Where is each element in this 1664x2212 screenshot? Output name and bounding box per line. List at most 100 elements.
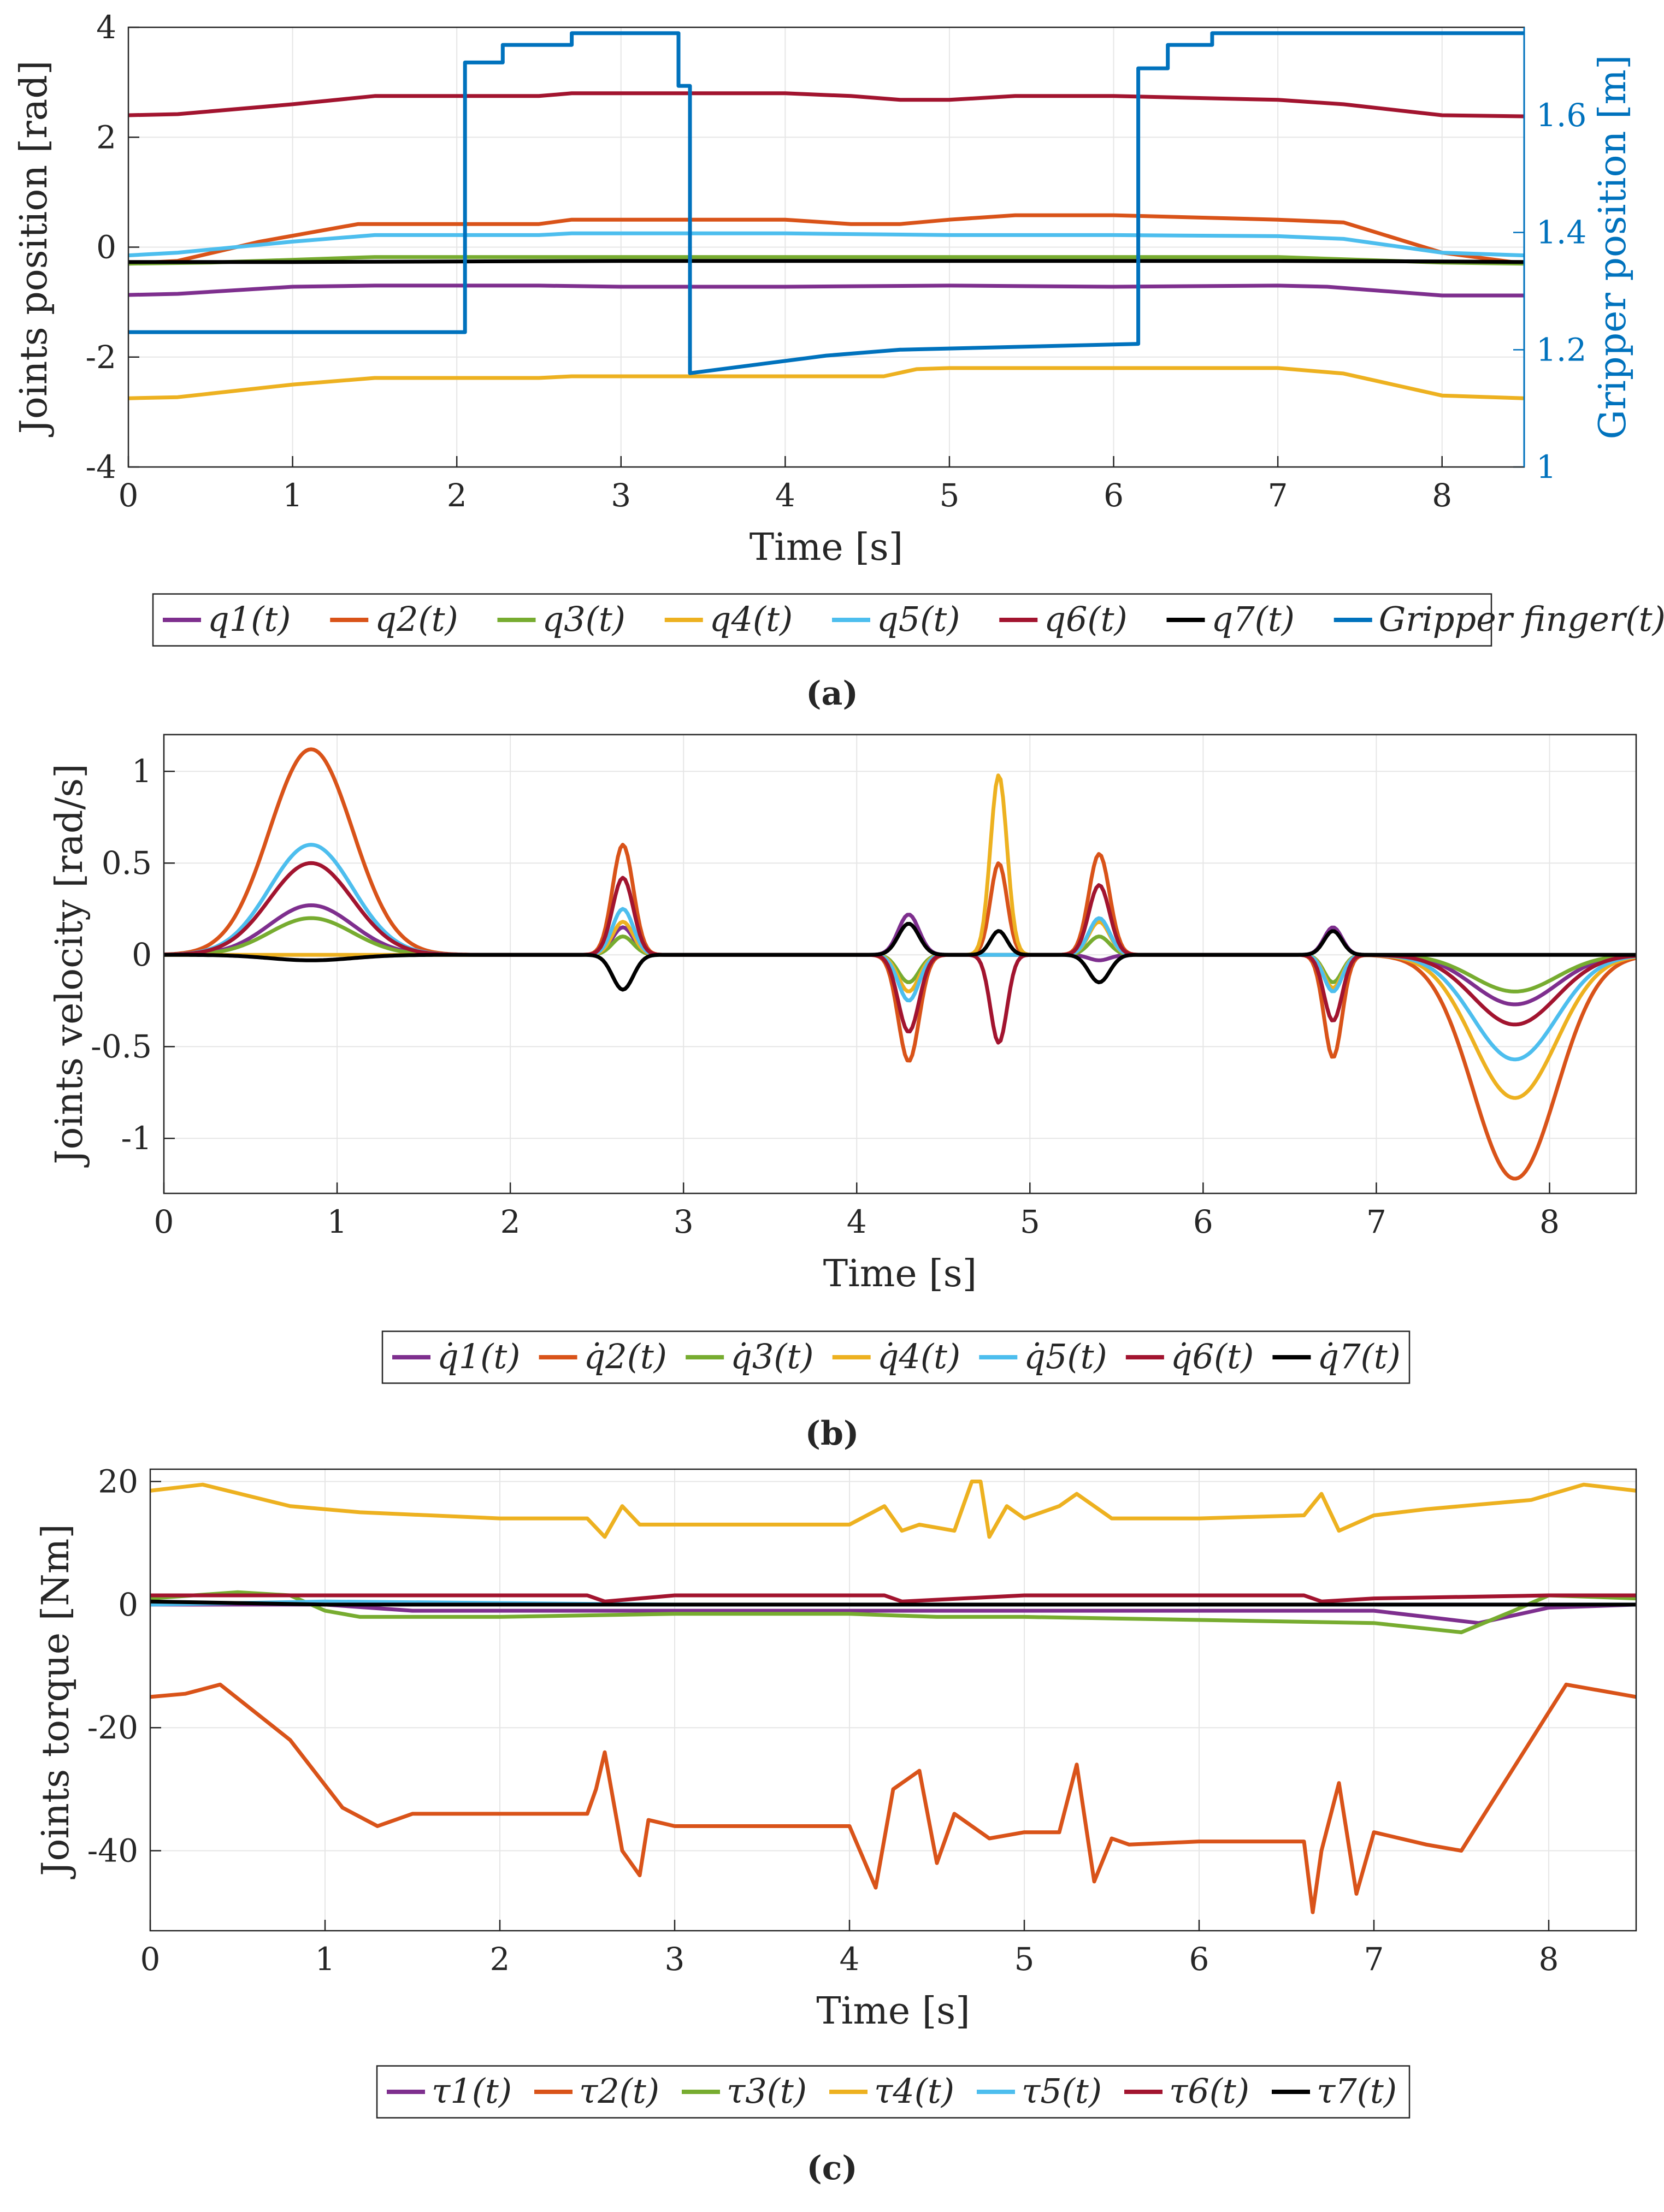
y-tick-label: -4 xyxy=(86,448,117,486)
x-tick-label: 6 xyxy=(1193,1203,1213,1240)
x-axis-label: Time [s] xyxy=(750,526,903,569)
legend-item-2: q2(t) xyxy=(375,599,458,639)
y-tick-label: 1 xyxy=(132,753,152,790)
panel-c: 0 1 2 3 4 5 6 7 8 20 0 -20 -40 Time [s] Joints torque … xyxy=(34,1463,1637,2187)
series-line-4 xyxy=(150,1480,1637,1539)
legend-item-3: q̇3(t) xyxy=(730,1336,813,1376)
panel-caption: (c) xyxy=(806,2149,857,2187)
y-axis-label: Joints velocity [rad/s] xyxy=(48,764,91,1168)
x-tick-label: 3 xyxy=(611,477,631,514)
x-tick-label: 7 xyxy=(1268,477,1288,514)
legend-item-7: q7(t) xyxy=(1212,599,1295,639)
series-line-7 xyxy=(150,1599,1636,1607)
legend: τ1(t) τ2(t) τ3(t) τ4(t) τ5(t) τ6(t) τ7(t) xyxy=(376,2065,1411,2119)
y-tick-label: -1 xyxy=(121,1120,152,1157)
x-tick-label: 5 xyxy=(1014,1941,1035,1978)
y-tick-label: -2 xyxy=(86,339,117,376)
legend: q̇1(t) q̇2(t) q̇3(t) q̇4(t) q̇5(t) q̇6(t) q̇7(… xyxy=(381,1330,1411,1384)
y-axis-label: Joints torque [Nm] xyxy=(34,1524,78,1879)
panel-caption: (b) xyxy=(805,1415,859,1453)
y-tick-label: 0 xyxy=(132,936,152,973)
series-line-4 xyxy=(128,366,1525,400)
plot-area xyxy=(164,735,1636,1193)
legend-item-8: Gripper finger(t) xyxy=(1379,599,1664,639)
x-tick-label: 4 xyxy=(775,477,795,514)
legend-item-6: τ6(t) xyxy=(1169,2071,1249,2111)
x-axis-label: Time [s] xyxy=(816,1990,970,2033)
x-tick-label: 4 xyxy=(840,1941,860,1978)
x-tick-label: 0 xyxy=(119,477,139,514)
x-tick-label: 4 xyxy=(847,1203,867,1240)
legend-item-6: q6(t) xyxy=(1044,599,1127,639)
y-tick-label: 0.5 xyxy=(102,844,152,882)
panel-caption: (a) xyxy=(806,675,858,713)
x-tick-label: 3 xyxy=(674,1203,694,1240)
plot-frame xyxy=(163,734,1637,1194)
series-line-7 xyxy=(128,259,1525,264)
legend-item-5: q5(t) xyxy=(877,599,960,639)
x-tick-label: 0 xyxy=(140,1941,161,1978)
x-tick-label: 1 xyxy=(282,477,303,514)
x-tick-label: 8 xyxy=(1539,1941,1559,1978)
legend: q1(t) q2(t) q3(t) q4(t) q5(t) q6(t) q7(t) Gripp… xyxy=(152,593,1664,647)
x-tick-label: 6 xyxy=(1104,477,1124,514)
x-axis-label: Time [s] xyxy=(823,1252,977,1296)
y-tick-label: -20 xyxy=(87,1709,138,1746)
y-tick-label: 2 xyxy=(96,119,116,156)
series-line-6 xyxy=(150,1593,1636,1604)
y-tick-label: 4 xyxy=(96,9,116,46)
right-tick-label: 1.4 xyxy=(1536,214,1586,251)
y-tick-label: 0 xyxy=(118,1586,138,1623)
panel-a: 0 1 2 3 4 5 6 7 8 4 2 0 -2 -4 1.6 1.4 1.2 1 Time [s] Joints… xyxy=(13,9,1664,713)
series-line-1 xyxy=(128,283,1524,298)
x-tick-label: 6 xyxy=(1189,1941,1209,1978)
series-line-8 xyxy=(128,31,1524,375)
x-tick-label: 7 xyxy=(1364,1941,1384,1978)
legend-box xyxy=(152,593,1492,647)
legend-item-1: q̇1(t) xyxy=(437,1336,520,1376)
series-line-7 xyxy=(164,921,1636,992)
legend-item-6: q̇6(t) xyxy=(1171,1336,1254,1376)
y-tick-label: -0.5 xyxy=(91,1028,152,1065)
legend-item-7: τ7(t) xyxy=(1317,2071,1397,2111)
legend-item-3: q3(t) xyxy=(542,599,626,639)
x-tick-label: 8 xyxy=(1432,477,1452,514)
right-axis-label: Gripper position [m] xyxy=(1591,55,1635,439)
legend-item-4: q̇4(t) xyxy=(877,1336,960,1376)
x-tick-label: 1 xyxy=(315,1941,335,1978)
legend-item-1: q1(t) xyxy=(208,599,291,639)
legend-item-4: q4(t) xyxy=(710,599,793,639)
x-tick-label: 2 xyxy=(490,1941,510,1978)
legend-item-7: q̇7(t) xyxy=(1317,1336,1400,1376)
x-tick-label: 2 xyxy=(500,1203,521,1240)
x-tick-label: 8 xyxy=(1539,1203,1560,1240)
y-tick-label: 20 xyxy=(98,1463,138,1500)
x-tick-label: 7 xyxy=(1366,1203,1386,1240)
legend-item-2: τ2(t) xyxy=(579,2071,659,2111)
series-line-2 xyxy=(150,1682,1637,1914)
panel-b: 0 1 2 3 4 5 6 7 8 1 0.5 0 -0.5 -1 Time [s] Joints veloc… xyxy=(48,734,1637,1453)
x-tick-label: 5 xyxy=(939,477,959,514)
series-line-2 xyxy=(128,213,1525,266)
legend-item-4: τ4(t) xyxy=(874,2071,954,2111)
legend-item-5: τ5(t) xyxy=(1022,2071,1102,2111)
right-tick-label: 1 xyxy=(1536,448,1556,486)
series-line-5 xyxy=(128,231,1525,258)
legend-item-3: τ3(t) xyxy=(727,2071,807,2111)
x-tick-label: 1 xyxy=(327,1203,347,1240)
right-tick-label: 1.2 xyxy=(1536,331,1586,368)
y-tick-label: -40 xyxy=(87,1832,138,1870)
plot-area xyxy=(150,1469,1636,1931)
y-axis-label: Joints position [rad] xyxy=(13,61,56,437)
y-tick-label: 0 xyxy=(96,229,116,266)
x-tick-label: 2 xyxy=(447,477,467,514)
legend-item-5: q̇5(t) xyxy=(1024,1336,1107,1376)
right-tick-label: 1.6 xyxy=(1536,97,1586,134)
x-tick-label: 0 xyxy=(154,1203,174,1240)
x-tick-label: 3 xyxy=(665,1941,685,1978)
legend-item-2: q̇2(t) xyxy=(584,1336,667,1376)
series-line-6 xyxy=(128,91,1525,119)
x-tick-label: 5 xyxy=(1020,1203,1040,1240)
plot-frame xyxy=(149,1468,1637,1932)
